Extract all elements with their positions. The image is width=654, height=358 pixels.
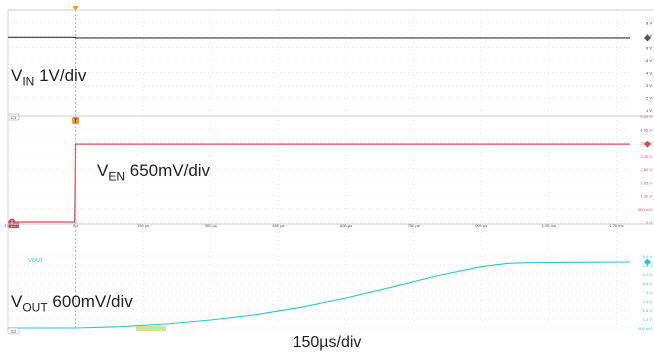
series-name-label: VOUT	[28, 258, 44, 264]
y-tick-label: 0 V	[646, 220, 652, 225]
vout-scale-label: VOUT 600mV/div	[11, 292, 133, 315]
y-tick-label: 1.8 V	[643, 308, 653, 313]
trigger-overlay: T	[72, 6, 166, 331]
cursor-readout-bar	[136, 326, 166, 331]
y-tick-label: 1.2 V	[643, 317, 653, 322]
y-tick-label: 3.6 V	[643, 281, 653, 286]
trigger-marker-label: T	[74, 119, 77, 125]
y-tick-label: 3 V	[646, 83, 652, 88]
panel-vin: 8 V 7 V 6 V 5 V 4 V 3 V 2 V 1 V C1	[7, 9, 654, 121]
y-tick-label: 1.30 V	[640, 194, 652, 199]
x-tick-label: 900 µs	[475, 223, 487, 228]
level-marker	[643, 258, 652, 266]
x-tick-label: 450 µs	[272, 223, 284, 228]
x-tick-label: -150 µs	[3, 223, 16, 228]
y-tick-label: 1 V	[646, 108, 652, 113]
y-tick-label: 6 V	[646, 46, 652, 51]
channel-tag-label: C3	[11, 223, 17, 228]
x-tick-label: 0 s	[73, 223, 78, 228]
channel-tag-label: C2	[11, 329, 17, 334]
waveform-c1	[8, 36, 630, 39]
panel-ven: 5.20 V4.55 V3.90 V3.25 V2.60 V1.95 V1.30…	[3, 114, 654, 229]
y-tick-label: 3.25 V	[640, 154, 652, 159]
channel-tag-label: C1	[11, 115, 17, 120]
y-tick-label: 4.2 V	[643, 272, 653, 277]
y-tick-label: 5 V	[646, 58, 652, 63]
ven-scale-label: VEN 650mV/div	[97, 161, 211, 184]
y-tick-label: 600 mV	[638, 326, 652, 331]
x-tick-label: 300 µs	[205, 223, 217, 228]
y-tick-label: 4.55 V	[640, 127, 652, 132]
x-tick-label: 150 µs	[137, 223, 149, 228]
y-tick-label: 3 V	[646, 290, 652, 295]
channel-3-marker-label: 3	[11, 220, 14, 225]
y-tick-label: 4 V	[646, 71, 652, 76]
x-tick-label: 1.20 ms	[609, 223, 623, 228]
x-tick-label: 1.05 ms	[542, 223, 556, 228]
trigger-level-marker	[72, 117, 80, 124]
y-tick-label: 2 V	[646, 96, 652, 101]
y-tick-label: 1.95 V	[640, 180, 652, 185]
panel-vout: 5.4 V4.8 V4.2 V3.6 V3 V2.4 V1.8 V1.2 V60…	[7, 223, 654, 335]
time-per-division-label: 150µs/div	[292, 334, 362, 351]
y-tick-label: 7 V	[646, 33, 652, 38]
y-tick-label: 2.4 V	[643, 299, 653, 304]
x-tick-label: 750 µs	[408, 223, 420, 228]
y-tick-label: 5.4 V	[643, 254, 653, 259]
level-marker	[643, 140, 652, 148]
channel-tag	[7, 327, 20, 335]
waveform-c3	[8, 143, 630, 223]
x-tick-label: 600 µs	[340, 223, 352, 228]
trigger-position-marker	[72, 6, 79, 11]
level-marker	[643, 34, 652, 42]
waveform-c2	[8, 261, 631, 329]
y-tick-label: 8 V	[646, 21, 652, 26]
y-tick-label: 5.20 V	[640, 114, 652, 119]
vin-scale-label: VIN 1V/div	[11, 66, 87, 89]
y-tick-label: 2.60 V	[640, 167, 652, 172]
y-tick-label: 650 mV	[638, 207, 652, 212]
